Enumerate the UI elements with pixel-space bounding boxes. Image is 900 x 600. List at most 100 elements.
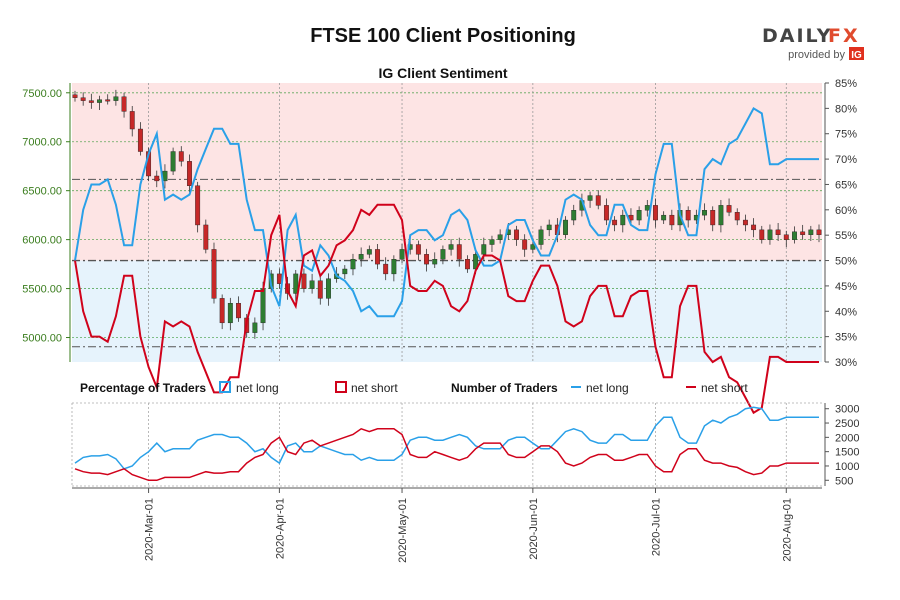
candle-body (448, 244, 454, 250)
candle-body (195, 185, 201, 226)
candle-body (816, 229, 822, 235)
candle-body (227, 303, 233, 324)
percent-tick-label: 45% (835, 281, 857, 293)
candle-body (603, 205, 609, 221)
candle-body (358, 254, 364, 260)
candle-body (644, 205, 650, 211)
candle-body (317, 280, 323, 299)
candle-body (783, 234, 789, 240)
candle-body (301, 273, 307, 289)
candle-body (383, 263, 389, 275)
date-tick-label: 2020-Aug-01 (781, 498, 793, 562)
date-tick-label: 2020-May-01 (397, 498, 409, 563)
candle-body (350, 259, 356, 270)
candle-body (105, 99, 111, 102)
candle-body (538, 229, 544, 245)
count-tick-label: 500 (835, 475, 853, 487)
candle-body (236, 303, 241, 319)
candle-body (595, 195, 601, 206)
candle-body (792, 231, 797, 240)
percent-tick-label: 30% (835, 357, 857, 369)
candle-body (661, 214, 667, 221)
logo-fx-text: FX (828, 25, 860, 47)
candle-body (710, 210, 716, 226)
candle-body (326, 278, 331, 299)
candle-body (88, 100, 94, 103)
candle-body (342, 268, 348, 275)
candle-body (546, 224, 552, 231)
candle-body (685, 210, 691, 221)
net-short-pct-line (74, 203, 819, 415)
percent-tick-label: 55% (835, 230, 857, 242)
logo-daily-text: DAILY (762, 25, 832, 47)
candle-body (620, 214, 626, 226)
chart-subtitle: IG Client Sentiment (378, 65, 507, 81)
candle-body (481, 244, 487, 255)
legend-num-heading: Number of Traders (451, 381, 558, 395)
candle-body (260, 288, 266, 324)
legend-pct-short-swatch (335, 381, 347, 393)
date-axis: 2020-Mar-01 2020-Apr-01 2020-May-01 2020-Ju… (72, 487, 822, 563)
legend-num-short-label: net short (701, 381, 748, 395)
candle-body (80, 97, 86, 101)
candle-body (718, 205, 724, 226)
candle-body (154, 175, 160, 182)
candle-body (399, 249, 405, 260)
candle-body (121, 96, 127, 112)
count-tick-label: 1000 (835, 461, 859, 473)
candle-body (759, 229, 765, 240)
legend-pct-long-label: net long (236, 381, 279, 395)
candle-body (415, 244, 421, 255)
candle-body (800, 231, 806, 235)
candle-body (653, 205, 658, 221)
candle-body (489, 239, 495, 245)
count-tick-label: 2500 (835, 418, 859, 430)
price-tick-label: 5500.00 (22, 284, 62, 296)
price-tick-label: 6000.00 (22, 235, 62, 247)
percent-tick-label: 65% (835, 179, 857, 191)
candle-body (497, 234, 503, 240)
percent-tick-label: 60% (835, 205, 857, 217)
candle-body (514, 229, 519, 240)
count-tick-label: 1500 (835, 447, 859, 459)
candle-body (203, 224, 209, 250)
net-long-pct-line (74, 106, 819, 318)
candle-body (129, 111, 135, 130)
candle-body (563, 219, 568, 235)
candle-body (726, 205, 732, 213)
candle-body (137, 128, 143, 152)
candle-body (187, 161, 192, 186)
candle-body (72, 94, 78, 98)
candle-body (612, 219, 618, 226)
candle-body (808, 229, 814, 235)
candle-body (276, 273, 282, 284)
percent-tick-label: 80% (835, 103, 857, 115)
candle-body (742, 219, 748, 226)
price-sentiment-panel: 5000.00 5500.00 6000.00 6500.00 7000.00 7500.… (22, 78, 857, 415)
price-tick-label: 7500.00 (22, 88, 62, 100)
candle-body (309, 280, 315, 289)
candle-body (522, 239, 528, 250)
candle-body (219, 298, 225, 324)
price-axis: 5000.00 5500.00 6000.00 6500.00 7000.00 7500.… (22, 83, 71, 362)
percent-tick-label: 70% (835, 154, 857, 166)
price-tick-label: 6500.00 (22, 186, 62, 198)
date-tick-label: 2020-Jun-01 (528, 498, 540, 560)
candle-body (456, 244, 462, 260)
candle-body (751, 224, 757, 231)
candle-body (375, 249, 380, 265)
long-zone-background (72, 260, 822, 362)
date-tick-label: 2020-Mar-01 (144, 498, 156, 561)
percent-tick-label: 35% (835, 332, 857, 344)
candle-body (571, 210, 577, 221)
price-tick-label: 5000.00 (22, 333, 62, 345)
ig-badge-text: IG (851, 50, 862, 61)
lower-grid (71, 402, 822, 487)
chart-title: FTSE 100 Client Positioning (310, 25, 576, 47)
date-tick-label: 2020-Apr-01 (274, 498, 286, 559)
candle-body (767, 229, 773, 240)
count-axis: 500 1000 1500 2000 2500 3000 (824, 403, 859, 487)
percent-tick-label: 40% (835, 306, 857, 318)
